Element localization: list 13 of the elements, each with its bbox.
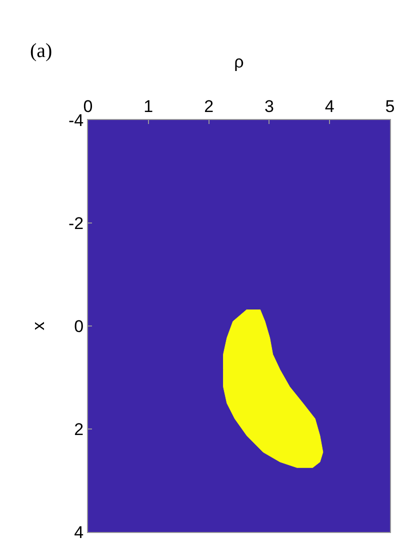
y-tick-label: -2 <box>68 214 84 233</box>
y-axis-title: x <box>29 321 48 330</box>
y-tick-label: 2 <box>74 420 84 439</box>
x-tick-label: 2 <box>204 97 214 116</box>
x-tick-label: 4 <box>324 97 334 116</box>
x-tick-label: 3 <box>264 97 274 116</box>
x-axis-title: ρ <box>234 52 244 72</box>
x-tick-label: 5 <box>385 97 395 116</box>
text: (a) <box>30 40 52 62</box>
y-tick-label: 0 <box>74 316 84 336</box>
y-tick-label: -4 <box>68 110 84 130</box>
x-tick-label: 1 <box>144 97 154 116</box>
y-tick-label: 4 <box>74 522 84 542</box>
